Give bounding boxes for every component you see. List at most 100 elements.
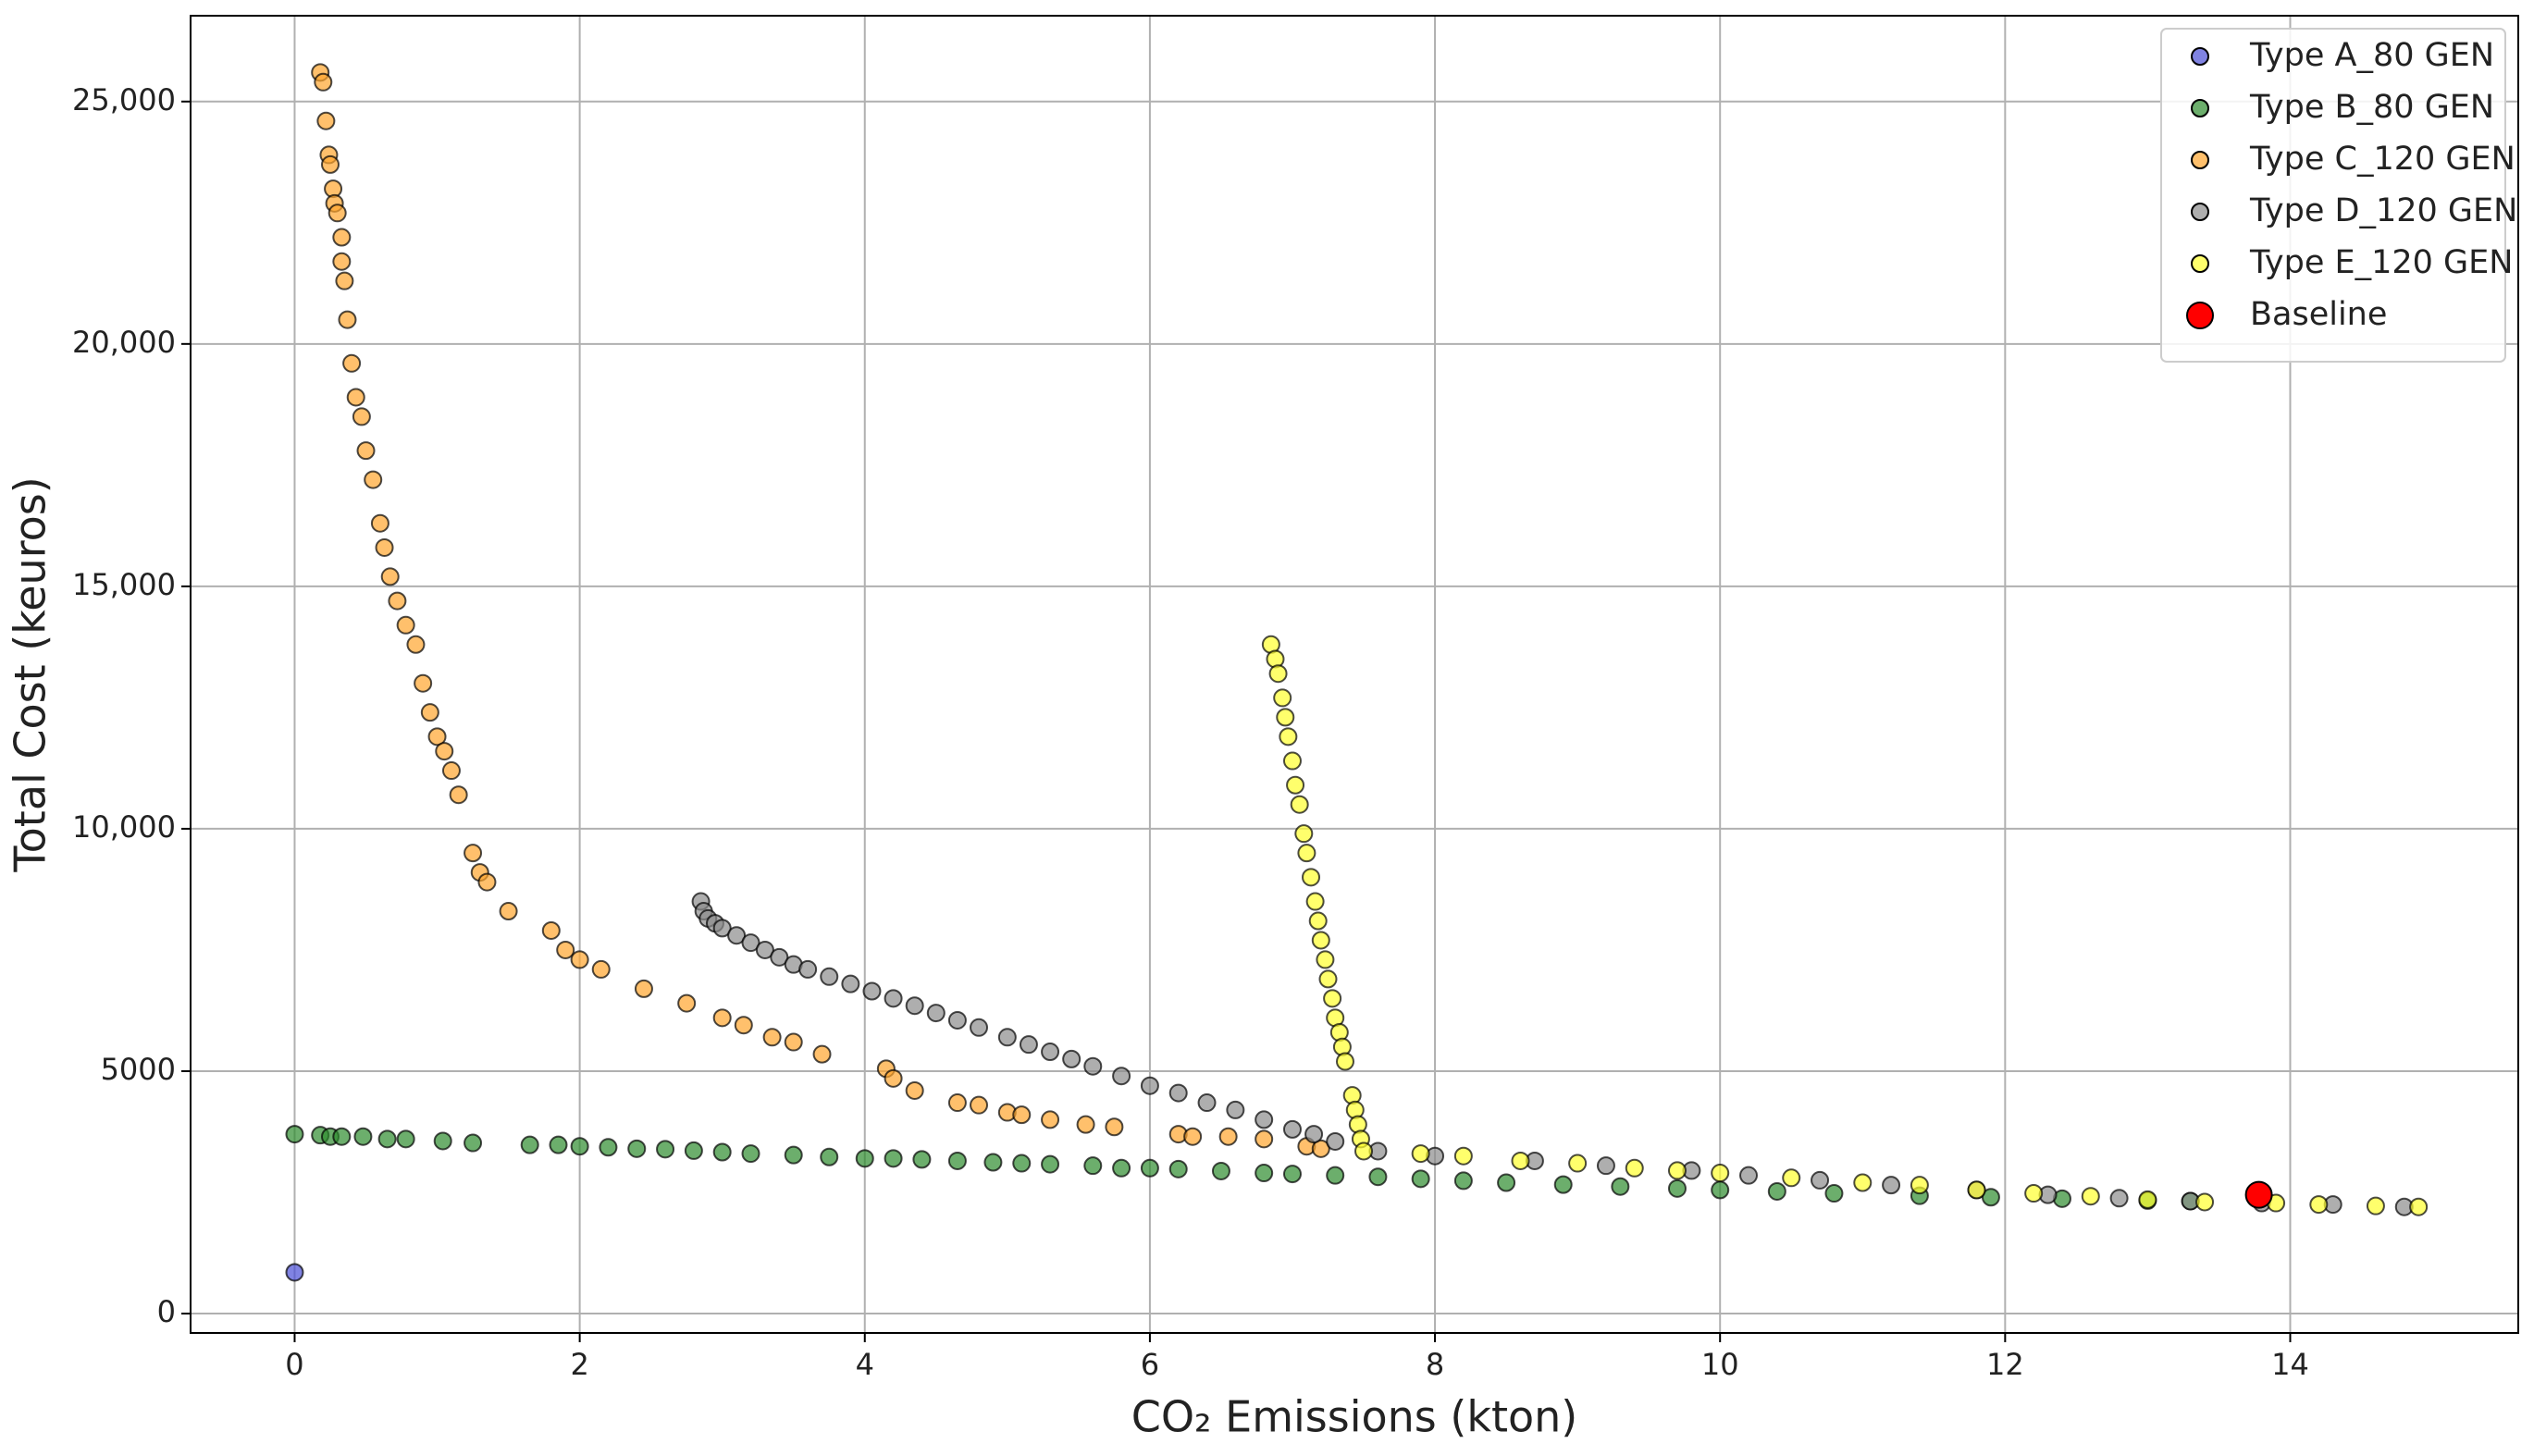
scatter-point bbox=[727, 926, 747, 945]
y-axis-label: Total Cost (keuros) bbox=[6, 476, 56, 872]
scatter-point bbox=[734, 1016, 753, 1035]
baseline-point bbox=[2244, 1180, 2273, 1209]
scatter-point bbox=[1083, 1056, 1103, 1076]
scatter-point bbox=[2309, 1195, 2329, 1215]
scatter-point bbox=[377, 1129, 397, 1149]
scatter-point bbox=[1354, 1141, 1374, 1161]
legend-marker bbox=[2191, 203, 2209, 221]
scatter-point bbox=[2195, 1192, 2215, 1212]
scatter-point bbox=[1083, 1156, 1103, 1176]
scatter-point bbox=[884, 1068, 903, 1088]
legend-marker bbox=[2191, 47, 2209, 66]
scatter-point bbox=[2109, 1189, 2129, 1208]
scatter-point bbox=[855, 1149, 874, 1168]
scatter-point bbox=[947, 1093, 967, 1113]
scatter-point bbox=[1041, 1043, 1060, 1062]
scatter-point bbox=[947, 1151, 967, 1170]
scatter-point bbox=[1041, 1154, 1060, 1174]
scatter-point bbox=[338, 310, 357, 329]
scatter-point bbox=[464, 844, 483, 863]
scatter-point bbox=[1568, 1154, 1588, 1173]
scatter-point bbox=[499, 902, 518, 921]
scatter-point bbox=[1611, 1177, 1630, 1196]
scatter-point bbox=[380, 567, 400, 586]
scatter-point bbox=[388, 591, 407, 611]
scatter-point bbox=[520, 1135, 539, 1154]
scatter-point bbox=[441, 761, 461, 781]
scatter-point bbox=[1112, 1158, 1131, 1178]
scatter-point bbox=[1041, 1110, 1060, 1129]
scatter-point bbox=[1453, 1146, 1473, 1166]
legend-label: Baseline bbox=[2250, 296, 2387, 333]
scatter-point bbox=[1511, 1151, 1530, 1170]
scatter-point bbox=[1667, 1178, 1687, 1198]
scatter-point bbox=[1076, 1115, 1095, 1134]
scatter-point bbox=[2409, 1197, 2429, 1216]
scatter-point bbox=[1308, 911, 1328, 931]
scatter-point bbox=[285, 1263, 304, 1282]
scatter-point bbox=[1140, 1158, 1159, 1178]
scatter-point bbox=[677, 993, 697, 1013]
scatter-point bbox=[1112, 1067, 1131, 1086]
scatter-point bbox=[1711, 1180, 1730, 1200]
scatter-point bbox=[784, 1145, 803, 1165]
scatter-point bbox=[656, 1140, 675, 1159]
scatter-point bbox=[1739, 1166, 1759, 1185]
legend-box bbox=[2160, 28, 2506, 363]
scatter-point bbox=[1316, 950, 1335, 969]
plot-frame bbox=[190, 15, 2519, 1334]
scatter-point bbox=[970, 1095, 989, 1115]
scatter-point bbox=[1967, 1180, 1986, 1200]
scatter-point bbox=[1282, 751, 1302, 771]
legend: Type A_80 GEN Type B_80 GEN Type C_120 GEN… bbox=[2160, 28, 2517, 363]
scatter-point bbox=[1411, 1144, 1430, 1164]
scatter-point bbox=[627, 1139, 647, 1158]
scatter-point bbox=[1811, 1170, 1830, 1190]
scatter-point bbox=[320, 154, 340, 174]
scatter-point bbox=[1268, 664, 1288, 684]
scatter-point bbox=[396, 615, 415, 635]
scatter-point bbox=[406, 635, 426, 654]
x-tick-label: 6 bbox=[1141, 1347, 1159, 1382]
scatter-point bbox=[541, 920, 561, 940]
scatter-point bbox=[712, 1008, 732, 1028]
x-tick-label: 2 bbox=[570, 1347, 588, 1382]
scatter-point bbox=[449, 785, 468, 805]
scatter-point bbox=[1183, 1127, 1203, 1146]
y-tick-label: 0 bbox=[157, 1294, 176, 1329]
scatter-point bbox=[1197, 1093, 1217, 1113]
scatter-point bbox=[1305, 892, 1325, 911]
scatter-point bbox=[285, 1125, 304, 1144]
scatter-point bbox=[1279, 727, 1298, 747]
scatter-point bbox=[1282, 1119, 1302, 1139]
scatter-point bbox=[427, 727, 447, 747]
scatter-point bbox=[314, 72, 333, 92]
y-tick-label: 25,000 bbox=[72, 82, 176, 117]
scatter-point bbox=[905, 996, 924, 1016]
scatter-point bbox=[1304, 1125, 1324, 1144]
scatter-point bbox=[570, 1137, 589, 1156]
scatter-point bbox=[477, 872, 497, 892]
scatter-point bbox=[741, 933, 760, 953]
scatter-point bbox=[1335, 1052, 1354, 1071]
scatter-point bbox=[396, 1129, 415, 1149]
scatter-point bbox=[364, 470, 383, 489]
scatter-point bbox=[2024, 1184, 2044, 1203]
scatter-point bbox=[1012, 1154, 1032, 1173]
y-tick-label: 10,000 bbox=[72, 809, 176, 845]
scatter-point bbox=[1290, 795, 1309, 814]
scatter-point bbox=[342, 353, 362, 373]
scatter-point bbox=[2366, 1196, 2385, 1215]
legend-marker bbox=[2191, 99, 2209, 117]
scatter-point bbox=[346, 388, 365, 407]
scatter-point bbox=[1882, 1176, 1901, 1195]
scatter-point bbox=[332, 252, 352, 271]
scatter-point bbox=[770, 947, 789, 967]
scatter-point bbox=[1323, 989, 1342, 1008]
scatter-point bbox=[784, 1032, 803, 1052]
scatter-point bbox=[812, 1044, 832, 1064]
scatter-point bbox=[741, 1144, 760, 1164]
scatter-point bbox=[841, 974, 860, 993]
scatter-point bbox=[332, 1127, 352, 1146]
scatter-point bbox=[420, 703, 439, 722]
